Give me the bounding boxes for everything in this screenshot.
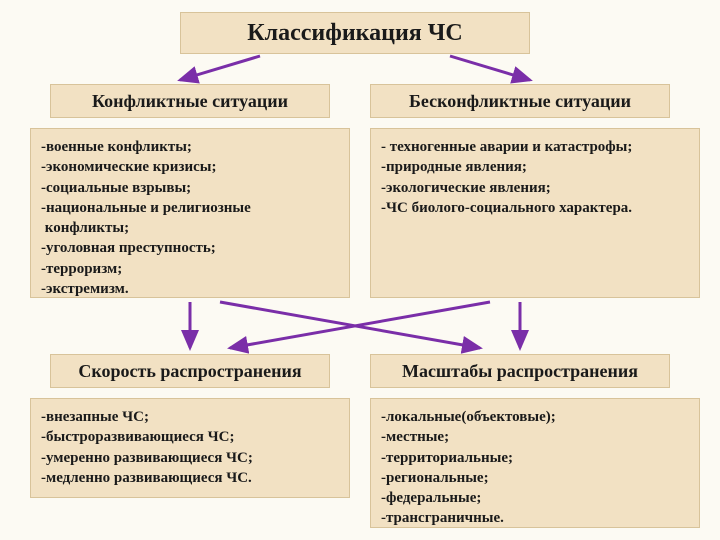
list-item: -региональные;: [381, 468, 689, 488]
list-item: -медленно развивающиеся ЧС.: [41, 468, 339, 488]
list-speed: -внезапные ЧС;-быстроразвивающиеся ЧС;-у…: [30, 398, 350, 498]
header-nonconflict: Бесконфликтные ситуации: [370, 84, 670, 118]
arrow: [220, 302, 480, 348]
header-conflict: Конфликтные ситуации: [50, 84, 330, 118]
list-item: -экономические кризисы;: [41, 157, 339, 177]
list-item: конфликты;: [41, 218, 339, 238]
list-item: -социальные взрывы;: [41, 178, 339, 198]
title-text: Классификация ЧС: [247, 20, 462, 47]
header-scale-text: Масштабы распространения: [402, 361, 638, 382]
list-item: -локальные(объектовые);: [381, 407, 689, 427]
list-item: -быстроразвивающиеся ЧС;: [41, 427, 339, 447]
arrow: [230, 302, 490, 348]
header-nonconflict-text: Бесконфликтные ситуации: [409, 91, 631, 112]
list-item: -экологические явления;: [381, 178, 689, 198]
list-scale: -локальные(объектовые);-местные;-террито…: [370, 398, 700, 528]
arrow: [180, 56, 260, 80]
list-item: -национальные и религиозные: [41, 198, 339, 218]
list-item: - техногенные аварии и катастрофы;: [381, 137, 689, 157]
header-speed-text: Скорость распространения: [78, 361, 301, 382]
list-item: -внезапные ЧС;: [41, 407, 339, 427]
list-item: -экстремизм.: [41, 279, 339, 299]
header-conflict-text: Конфликтные ситуации: [92, 91, 288, 112]
list-item: -ЧС биолого-социального характера.: [381, 198, 689, 218]
list-item: -местные;: [381, 427, 689, 447]
list-item: -уголовная преступность;: [41, 238, 339, 258]
list-item: -военные конфликты;: [41, 137, 339, 157]
title-box: Классификация ЧС: [180, 12, 530, 54]
list-item: -федеральные;: [381, 488, 689, 508]
list-item: -трансграничные.: [381, 508, 689, 528]
header-scale: Масштабы распространения: [370, 354, 670, 388]
header-speed: Скорость распространения: [50, 354, 330, 388]
list-item: -территориальные;: [381, 448, 689, 468]
list-item: -терроризм;: [41, 259, 339, 279]
list-nonconflict: - техногенные аварии и катастрофы;-приро…: [370, 128, 700, 298]
arrow: [450, 56, 530, 80]
list-item: -умеренно развивающиеся ЧС;: [41, 448, 339, 468]
list-conflict: -военные конфликты;-экономические кризис…: [30, 128, 350, 298]
list-item: -природные явления;: [381, 157, 689, 177]
